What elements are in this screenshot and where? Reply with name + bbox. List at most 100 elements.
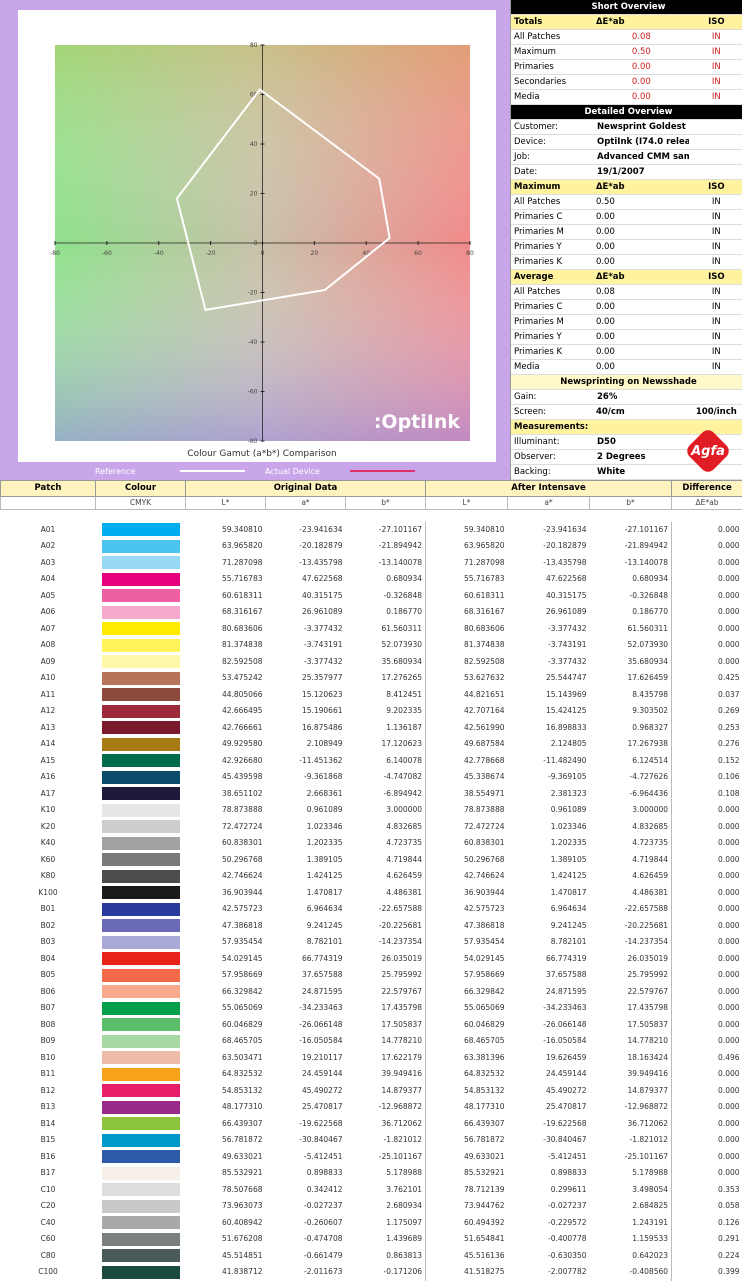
original-value: 45.439598 [186,769,266,786]
colour-swatch [102,606,180,619]
original-value: 15.190661 [266,703,346,720]
difference-value: 0.000 [672,901,742,918]
original-value: -3.377432 [266,621,346,638]
colour-swatch [102,1216,180,1229]
after-value: 22.579767 [590,984,672,1001]
after-value: -12.968872 [590,1099,672,1116]
colour-swatch [102,1117,180,1130]
subheader-cell: a* [266,496,346,509]
original-value: 51.676208 [186,1231,266,1248]
after-value: 1.202335 [508,835,590,852]
patch-cell: C60 [1,1231,96,1248]
colour-swatch [102,1018,180,1031]
patch-cell: A14 [1,736,96,753]
info-row-cell: Job: [511,150,594,164]
overview-row-cell: IN [687,30,742,44]
original-value: 1.470817 [266,885,346,902]
section-title-text: Detailed Overview [581,105,672,119]
difference-value: 0.037 [672,687,742,704]
maximum-row-cell: 0.00 [593,210,687,224]
after-value: -3.743191 [508,637,590,654]
original-value: 66.329842 [186,984,266,1001]
after-value: -0.229572 [508,1215,590,1232]
after-value: -6.964436 [590,786,672,803]
after-value: 1.470817 [508,885,590,902]
after-value: 8.435798 [590,687,672,704]
subheader-cell [1,496,96,509]
difference-value: 0.000 [672,802,742,819]
patch-cell: B17 [1,1165,96,1182]
after-value: 0.898833 [508,1165,590,1182]
after-value: 15.143969 [508,687,590,704]
patch-cell: B09 [1,1033,96,1050]
original-value: 54.029145 [186,951,266,968]
original-value: 17.622179 [346,1050,426,1067]
x-tick-label: -40 [154,250,164,257]
after-value: 4.719844 [590,852,672,869]
after-value: 17.626459 [590,670,672,687]
patch-cell: B13 [1,1099,96,1116]
maximum-row-cell: Primaries K [511,255,593,269]
original-value: 78.507668 [186,1182,266,1199]
original-value: 17.276265 [346,670,426,687]
after-value: -34.233463 [508,1000,590,1017]
column-header: Colour [96,481,186,497]
patch-cell: B01 [1,901,96,918]
colour-swatch [102,837,180,850]
after-value: 38.554971 [426,786,508,803]
original-value: 42.575723 [186,901,266,918]
after-value: 42.707164 [426,703,508,720]
original-value: 60.046829 [186,1017,266,1034]
after-value: 60.494392 [426,1215,508,1232]
after-value: 1.023346 [508,819,590,836]
info-row-cell: Customer: [511,120,594,134]
colour-cell [96,637,186,654]
original-value: 63.503471 [186,1050,266,1067]
difference-value: 0.000 [672,1116,742,1133]
colour-cell [96,1264,186,1281]
colour-swatch [102,1068,180,1081]
average-row-cell: IN [687,360,742,374]
after-value: 36.712062 [590,1116,672,1133]
after-value: -16.050584 [508,1033,590,1050]
original-value: 14.778210 [346,1033,426,1050]
colour-cell [96,1017,186,1034]
colour-cell [96,1165,186,1182]
original-value: 42.766661 [186,720,266,737]
original-value: 25.357977 [266,670,346,687]
after-value: 39.949416 [590,1066,672,1083]
maximum-row-cell: Primaries C [511,210,593,224]
original-value: -25.101167 [346,1149,426,1166]
after-value: 15.424125 [508,703,590,720]
overview-row-cell: 0.50 [593,45,687,59]
original-value: 66.774319 [266,951,346,968]
original-value: 60.838301 [186,835,266,852]
patch-cell: A02 [1,538,96,555]
after-value: 26.961089 [508,604,590,621]
patch-cell: C40 [1,1215,96,1232]
original-value: 25.470817 [266,1099,346,1116]
after-value: -5.412451 [508,1149,590,1166]
after-value: 37.657588 [508,967,590,984]
colour-swatch [102,705,180,718]
colour-cell [96,901,186,918]
patch-cell: K40 [1,835,96,852]
overview-row-cell: Media [511,90,593,104]
original-value: 52.073930 [346,637,426,654]
original-value: 1.136187 [346,720,426,737]
colour-swatch [102,936,180,949]
original-value: 53.475242 [186,670,266,687]
column-header: Patch [1,481,96,497]
original-value: 68.316167 [186,604,266,621]
